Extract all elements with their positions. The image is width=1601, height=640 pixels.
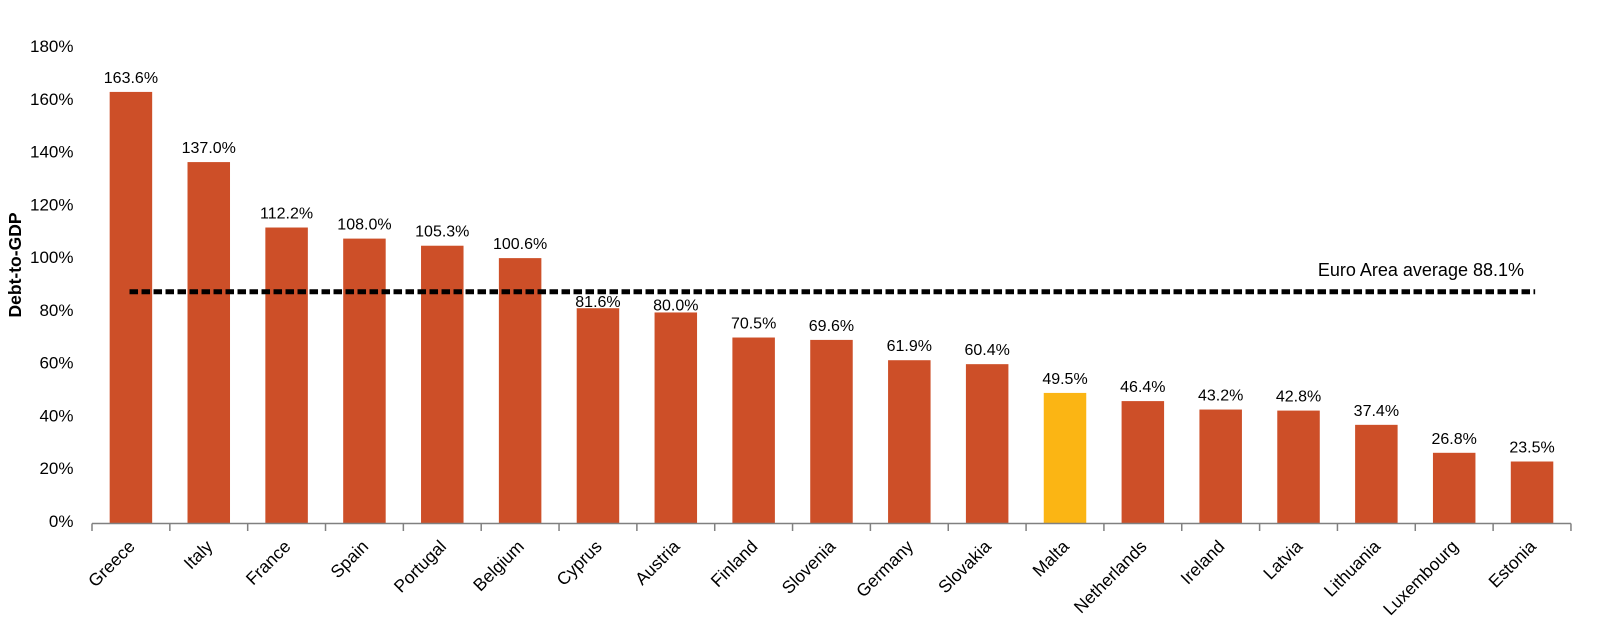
svg-text:Debt-to-GDP: Debt-to-GDP — [5, 212, 25, 317]
svg-text:163.6%: 163.6% — [104, 70, 158, 87]
svg-text:46.4%: 46.4% — [1120, 379, 1165, 396]
svg-text:120%: 120% — [30, 195, 73, 214]
svg-text:137.0%: 137.0% — [182, 140, 236, 157]
svg-text:80.0%: 80.0% — [653, 297, 698, 314]
svg-text:100%: 100% — [30, 248, 73, 267]
svg-text:108.0%: 108.0% — [337, 217, 391, 234]
svg-text:140%: 140% — [30, 143, 73, 162]
svg-text:40%: 40% — [39, 407, 73, 426]
svg-text:60.4%: 60.4% — [964, 342, 1009, 359]
svg-text:61.9%: 61.9% — [887, 338, 932, 355]
svg-text:26.8%: 26.8% — [1432, 431, 1477, 448]
svg-text:105.3%: 105.3% — [415, 224, 469, 241]
svg-text:49.5%: 49.5% — [1042, 371, 1087, 388]
svg-text:69.6%: 69.6% — [809, 318, 854, 335]
svg-text:160%: 160% — [30, 90, 73, 109]
svg-text:112.2%: 112.2% — [260, 206, 313, 223]
svg-text:37.4%: 37.4% — [1354, 403, 1399, 420]
svg-text:180%: 180% — [30, 37, 73, 56]
svg-text:80%: 80% — [39, 301, 73, 320]
svg-text:Euro Area average 88.1%: Euro Area average 88.1% — [1318, 260, 1524, 280]
svg-text:0%: 0% — [49, 512, 74, 531]
svg-text:43.2%: 43.2% — [1198, 388, 1243, 405]
svg-text:81.6%: 81.6% — [575, 294, 620, 311]
svg-text:20%: 20% — [39, 459, 73, 478]
svg-text:23.5%: 23.5% — [1509, 440, 1554, 457]
svg-text:42.8%: 42.8% — [1276, 389, 1321, 406]
svg-text:70.5%: 70.5% — [731, 316, 776, 333]
svg-text:100.6%: 100.6% — [493, 236, 547, 253]
svg-text:60%: 60% — [39, 354, 73, 373]
